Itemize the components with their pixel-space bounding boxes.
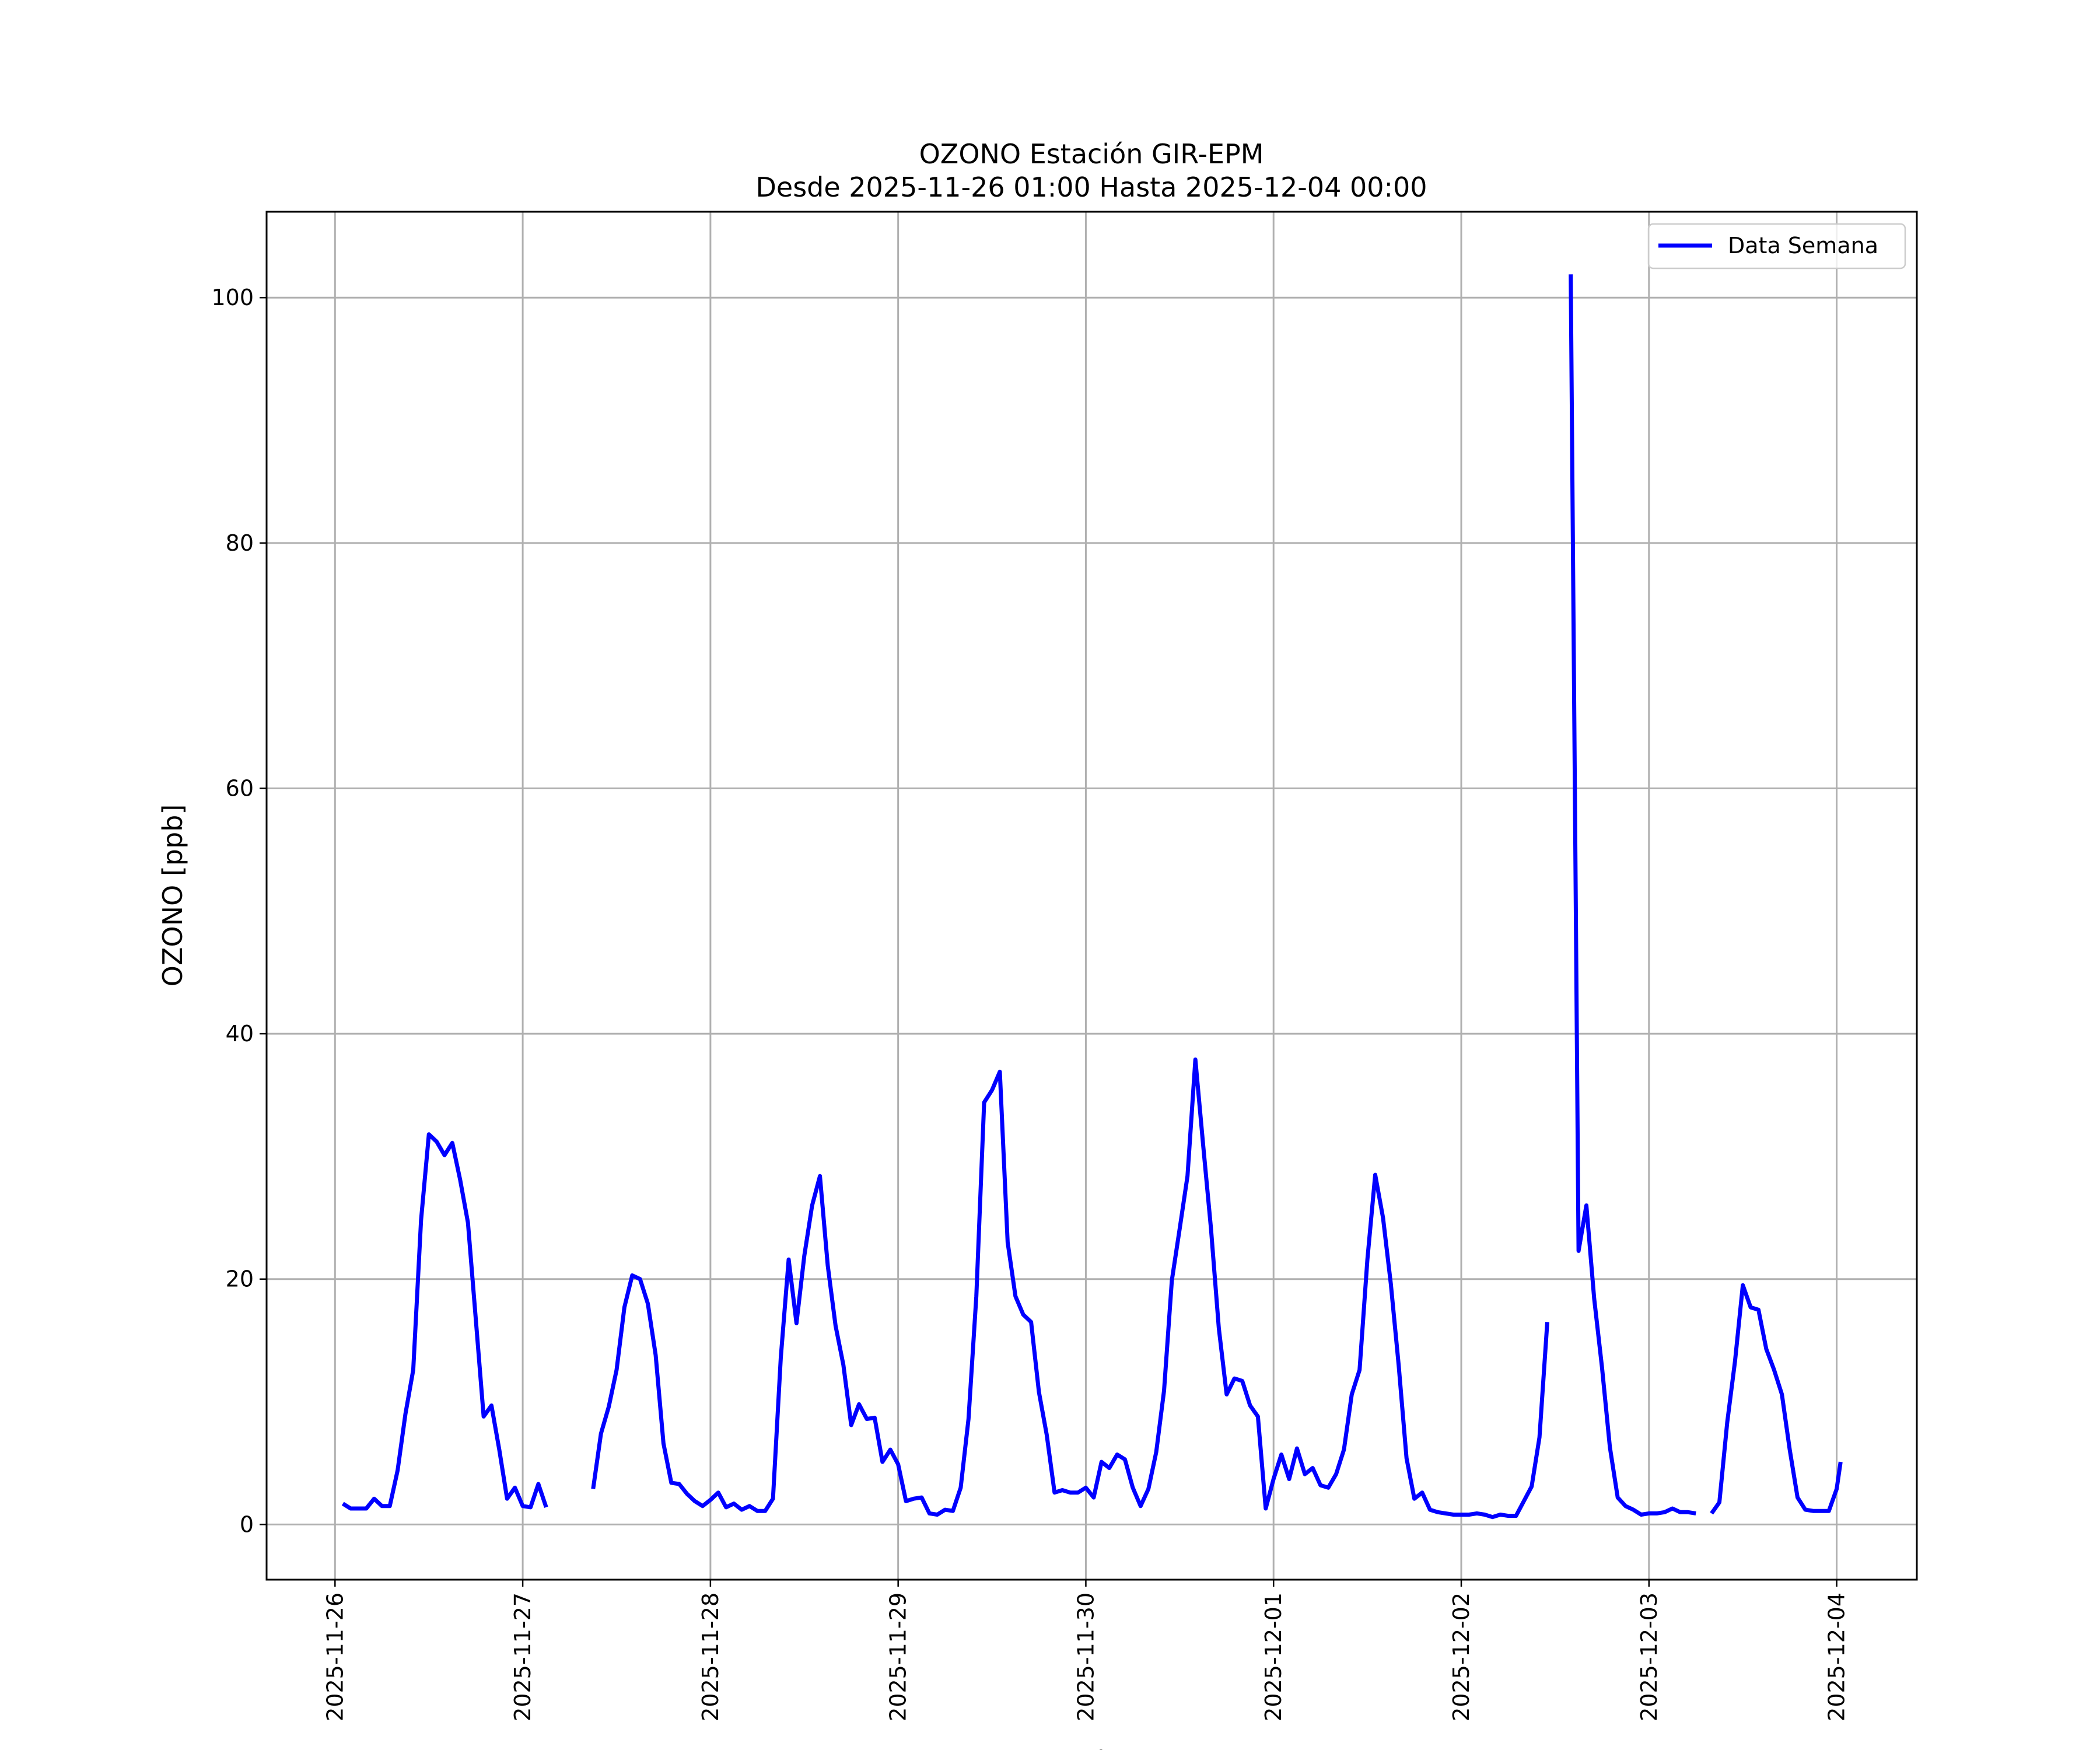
- y-tick-label: 40: [226, 1021, 254, 1046]
- axis-ticks: 2025-11-26 2025-11-27 2025-11-28 2025-11-29…: [211, 285, 1849, 1721]
- y-tick-label: 0: [240, 1511, 254, 1537]
- chart-title-line-2: Desde 2025-11-26 01:00 Hasta 2025-12-04 …: [755, 172, 1427, 203]
- plot-frame: [265, 211, 1918, 1581]
- grid-lines: [267, 212, 1917, 1580]
- y-axis-label: OZONO [ppb]: [157, 804, 188, 987]
- x-tick-label: 2025-12-02: [1448, 1592, 1474, 1721]
- chart-title-line-1: OZONO Estación GIR-EPM: [919, 138, 1264, 170]
- series-line-data-semana: [341, 274, 1843, 1520]
- x-tick-label: 2025-11-28: [698, 1592, 723, 1721]
- legend: Data Semana: [1647, 223, 1906, 270]
- x-tick-label: 2025-12-04: [1824, 1592, 1850, 1721]
- x-tick-label: 2025-11-30: [1073, 1592, 1098, 1721]
- legend-box: [1647, 223, 1906, 270]
- x-tick-label: 2025-11-26: [322, 1592, 348, 1721]
- y-tick-label: 80: [226, 530, 254, 556]
- x-tick-label: 2025-11-27: [510, 1592, 536, 1721]
- x-tick-label: 2025-12-01: [1261, 1592, 1286, 1721]
- series-layer: [341, 274, 1843, 1520]
- x-tick-label: 2025-11-29: [886, 1592, 911, 1721]
- y-tick-label: 20: [226, 1266, 254, 1292]
- legend-label: Data Semana: [1728, 233, 1878, 258]
- x-axis-label: Fecha: [1052, 1745, 1131, 1750]
- y-tick-label: 60: [226, 775, 254, 801]
- y-tick-label: 100: [211, 285, 254, 310]
- x-tick-label: 2025-12-03: [1636, 1592, 1662, 1721]
